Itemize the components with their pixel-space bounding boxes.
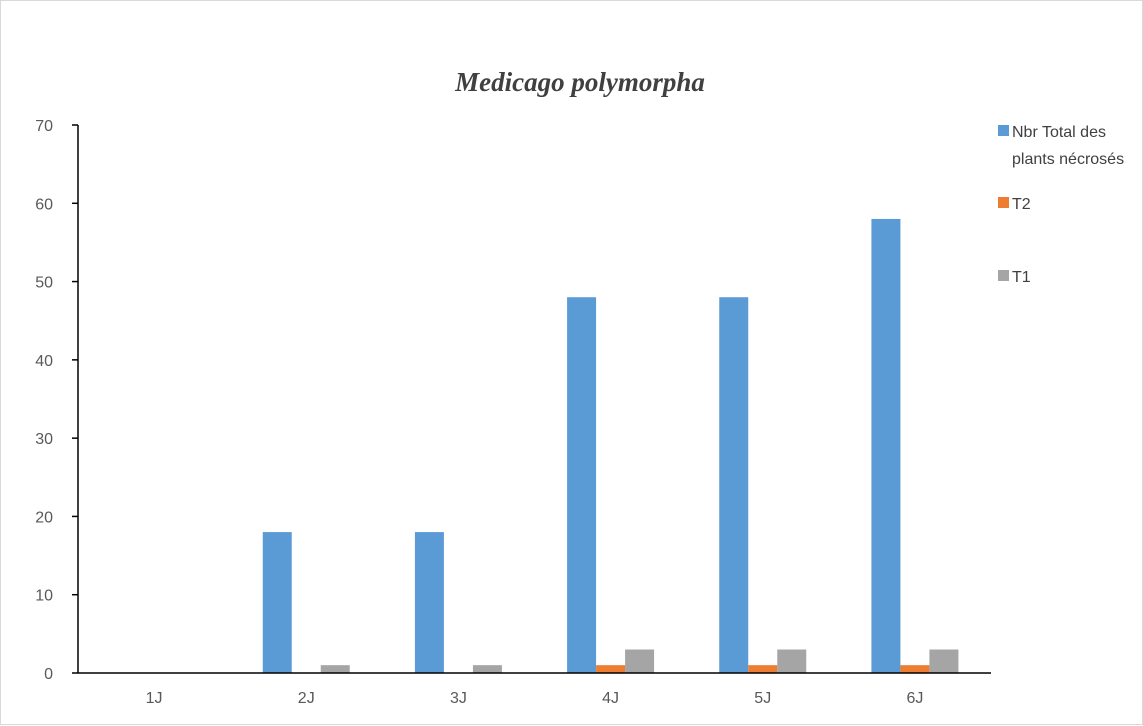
- bars-group: [262, 218, 959, 673]
- x-tick-label: 2J: [298, 690, 315, 707]
- y-tick-label: 30: [35, 431, 53, 448]
- y-tick-label: 70: [35, 118, 53, 135]
- y-tick-label: 50: [35, 275, 53, 292]
- legend-label: T1: [1012, 269, 1031, 286]
- bar: [871, 218, 901, 673]
- x-axis-ticks: 1J 2J 3J 4J 5J 6J: [146, 690, 924, 707]
- bar: [567, 297, 597, 673]
- bar: [596, 665, 626, 673]
- legend-swatch: [998, 125, 1009, 136]
- x-tick-label: 6J: [906, 690, 923, 707]
- x-tick-label: 5J: [754, 690, 771, 707]
- legend-swatch: [998, 197, 1009, 208]
- legend-label: T2: [1012, 196, 1031, 213]
- x-tick-label: 4J: [602, 690, 619, 707]
- x-tick-label: 1J: [146, 690, 163, 707]
- legend-label: plants nécrosés: [1012, 151, 1124, 168]
- bar: [625, 649, 655, 673]
- bar: [472, 665, 502, 673]
- y-tick-label: 0: [44, 666, 53, 683]
- legend-swatch: [998, 270, 1009, 281]
- bar: [900, 665, 930, 673]
- bar: [719, 297, 749, 673]
- legend-label: Nbr Total des: [1012, 124, 1106, 141]
- chart-title: Medicago polymorpha: [454, 67, 705, 97]
- bar: [262, 532, 292, 673]
- bar: [777, 649, 807, 673]
- bar: [748, 665, 778, 673]
- x-tick-label: 3J: [450, 690, 467, 707]
- bar: [929, 649, 959, 673]
- y-tick-label: 60: [35, 196, 53, 213]
- y-tick-label: 40: [35, 353, 53, 370]
- legend: Nbr Total des plants nécrosés T2 T1: [998, 124, 1124, 286]
- y-tick-label: 10: [35, 588, 53, 605]
- bar: [414, 532, 444, 673]
- y-tick-label: 20: [35, 509, 53, 526]
- y-axis-ticks: 0 10 20 30 40 50 60 70: [35, 118, 78, 683]
- bar: [320, 665, 350, 673]
